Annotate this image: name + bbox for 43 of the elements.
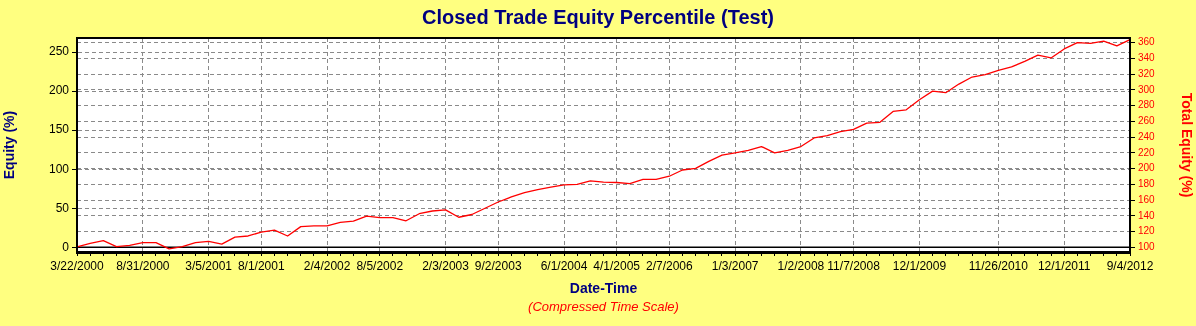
x-tick-label: 1/2/2008	[777, 258, 825, 273]
x-tick-label: 8/1/2001	[237, 258, 285, 273]
x-tick-label: 3/22/2000	[50, 258, 105, 273]
x-axis-title: Date-Time	[569, 280, 638, 297]
y-tick-label: 250	[48, 44, 70, 59]
chart-title: Closed Trade Equity Percentile (Test)	[422, 5, 774, 28]
x-tick-label: 11/26/2010	[968, 258, 1029, 273]
y2-tick-label: 300	[1138, 83, 1156, 95]
y2-tick-label: 240	[1138, 130, 1156, 142]
y2-tick-label: 360	[1138, 36, 1156, 48]
x-tick-label: 12/1/2011	[1037, 258, 1091, 273]
x-tick-label: 9/2/2003	[474, 258, 522, 273]
x-tick-label: 1/3/2007	[711, 258, 759, 273]
x-tick-label: 2/7/2006	[645, 258, 693, 273]
y-tick-label: 0	[62, 239, 70, 254]
x-tick-label: 9/4/2012	[1106, 258, 1154, 273]
y2-tick-label: 180	[1138, 178, 1156, 190]
x-tick-label: 2/3/2003	[422, 258, 470, 273]
x-tick-label: 8/31/2000	[116, 258, 170, 273]
y-tick-label: 150	[48, 122, 70, 137]
y2-tick-label: 100	[1138, 241, 1156, 253]
y2-tick-label: 120	[1138, 225, 1156, 237]
y2-tick-label: 220	[1138, 146, 1156, 158]
y2-axis-title: Total Equity (%)	[1178, 92, 1195, 198]
y2-tick-label: 340	[1138, 52, 1156, 64]
x-tick-label: 4/1/2005	[593, 258, 641, 273]
x-tick-label: 8/5/2002	[356, 258, 404, 273]
y-axis-title: Equity (%)	[1, 110, 18, 180]
y-tick-label: 50	[55, 200, 70, 215]
y2-tick-label: 160	[1138, 193, 1156, 205]
x-tick-label: 3/5/2001	[185, 258, 233, 273]
y2-tick-label: 140	[1138, 209, 1156, 221]
y2-tick-label: 200	[1138, 162, 1156, 174]
text: (Compressed Time Scale)	[528, 299, 679, 315]
x-tick-label: 12/1/2009	[892, 258, 947, 273]
y2-tick-label: 280	[1138, 99, 1156, 111]
y2-tick-label: 320	[1138, 67, 1156, 79]
x-tick-label: 11/7/2008	[827, 258, 881, 273]
y2-tick-label: 260	[1138, 115, 1156, 127]
y-tick-label: 200	[48, 83, 70, 98]
y-tick-label: 100	[48, 161, 70, 176]
x-tick-label: 6/1/2004	[540, 258, 588, 273]
x-tick-label: 2/4/2002	[303, 258, 351, 273]
